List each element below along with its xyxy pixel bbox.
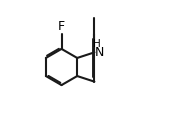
Text: N: N	[95, 46, 104, 59]
Text: H: H	[93, 39, 101, 49]
Text: F: F	[58, 20, 65, 33]
